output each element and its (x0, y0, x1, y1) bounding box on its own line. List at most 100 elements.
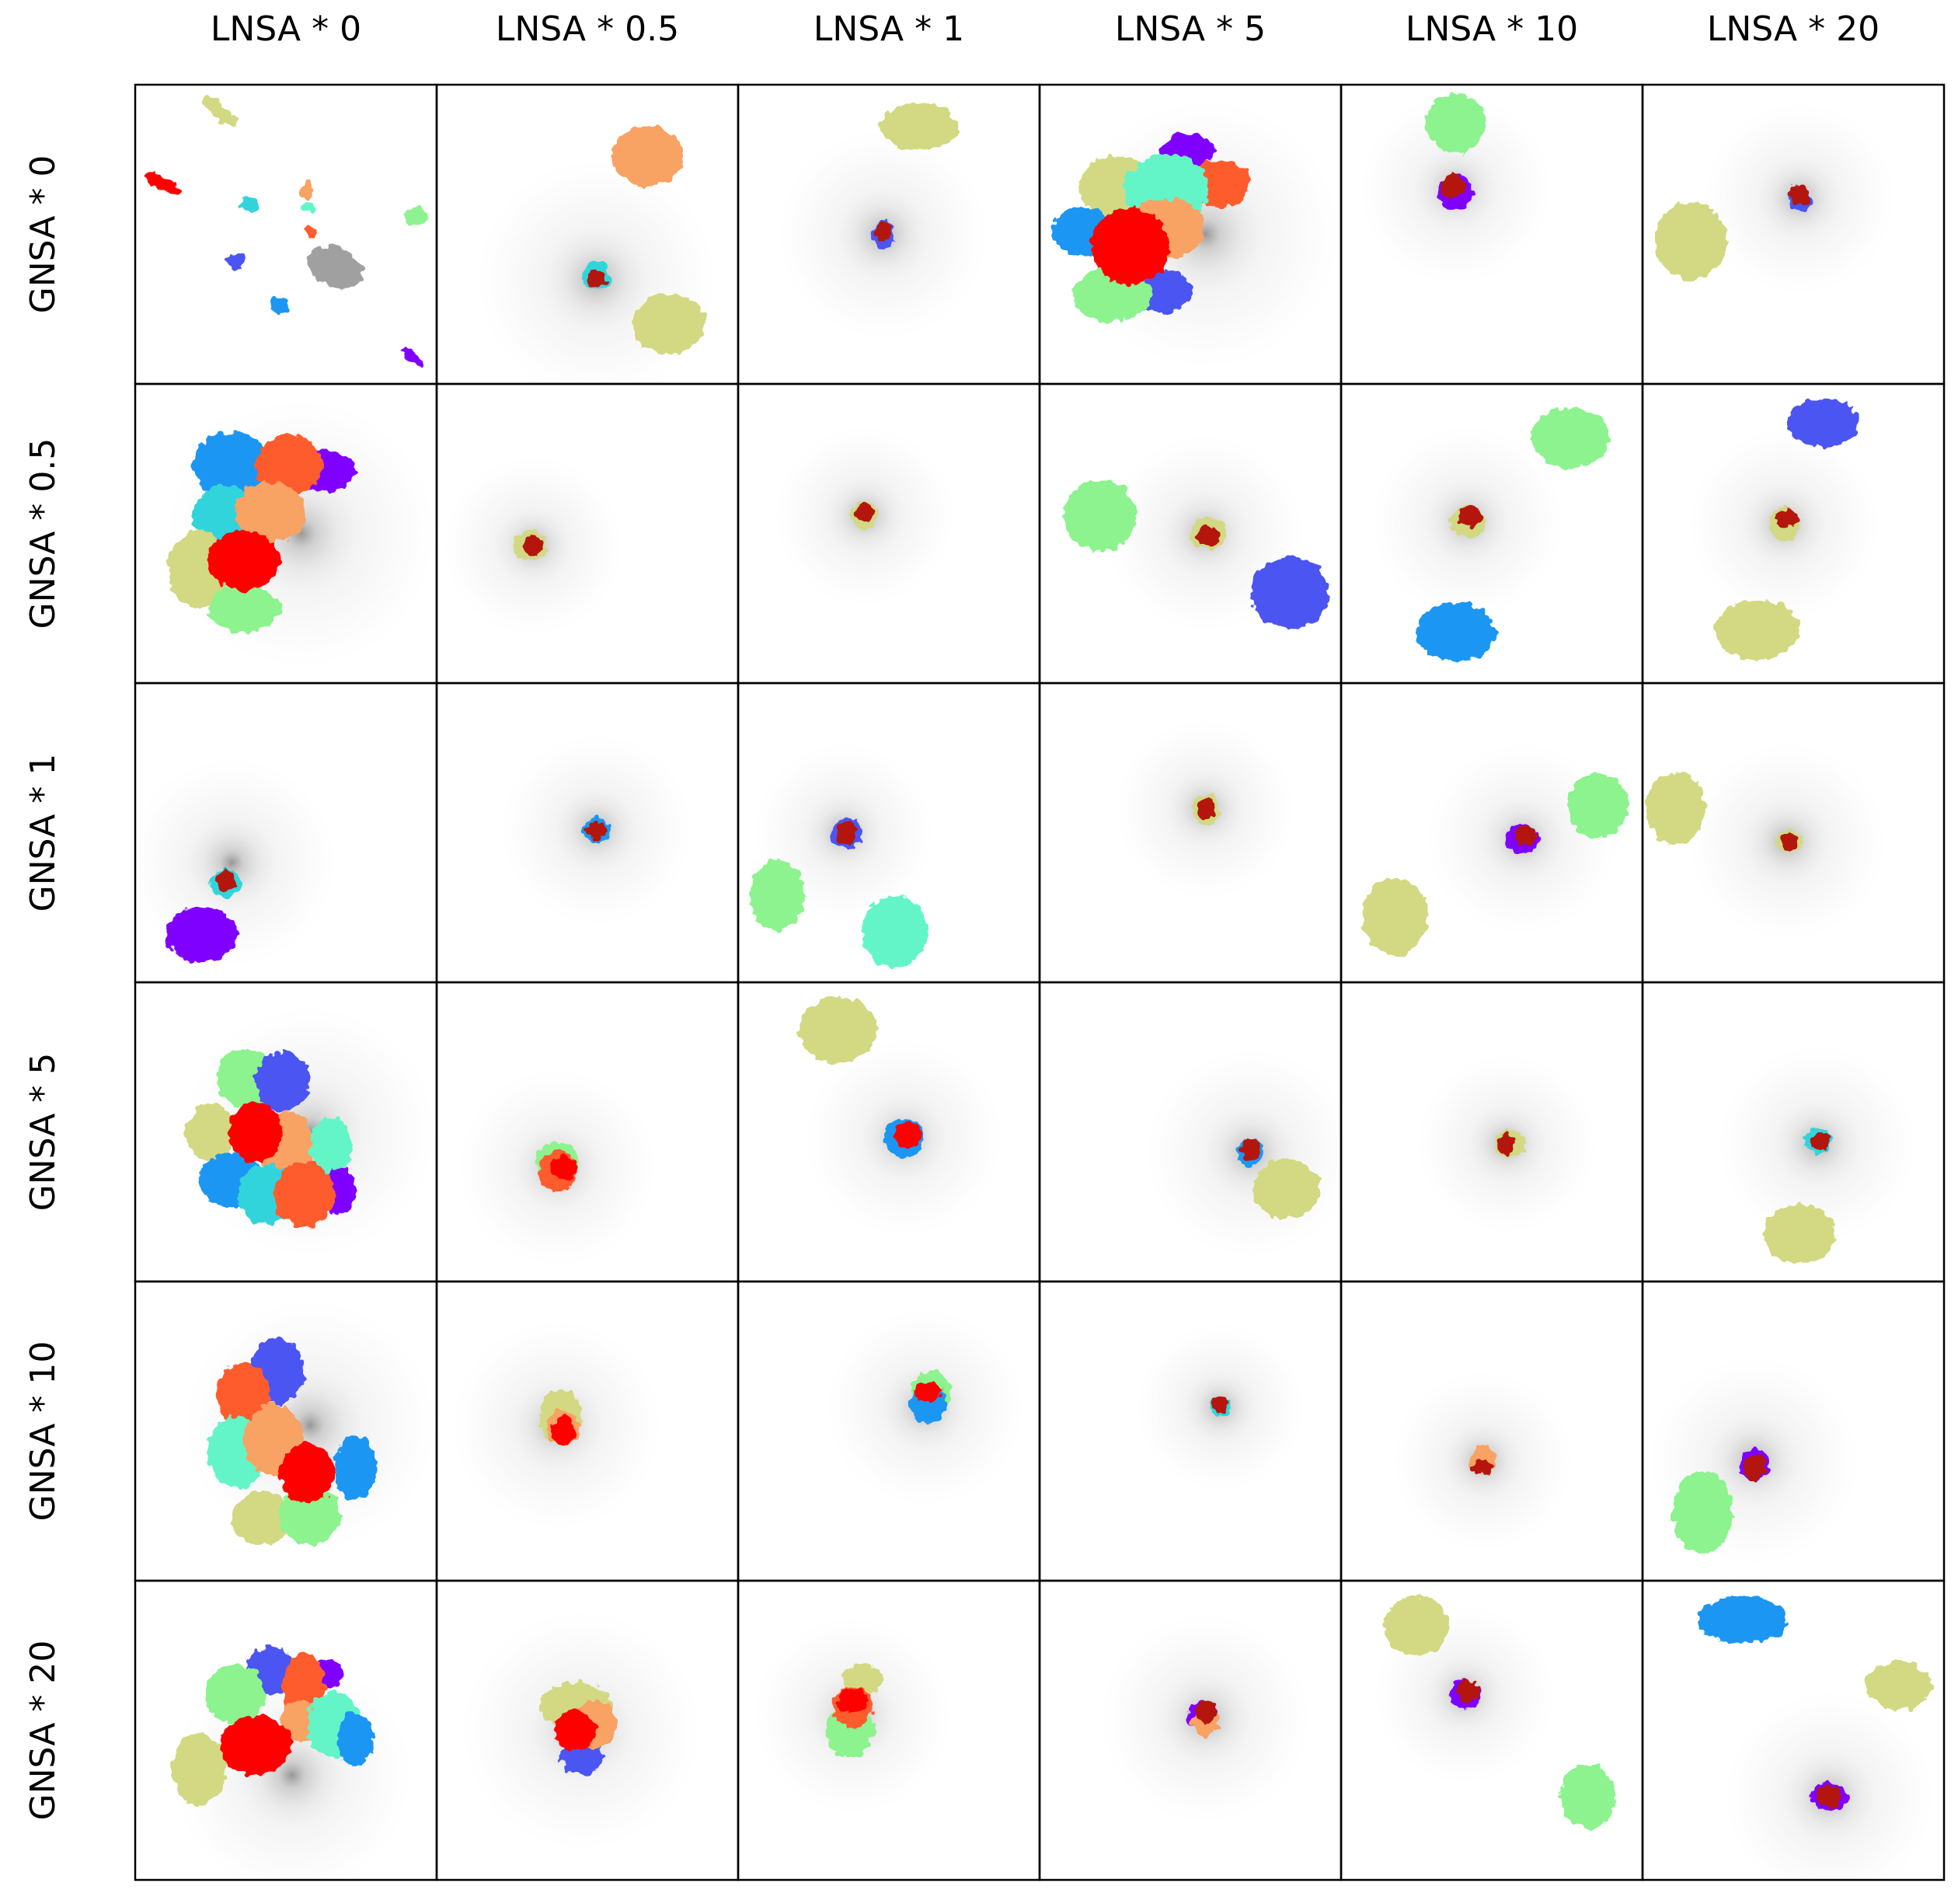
column-label: LNSA * 10 (1406, 9, 1578, 49)
cluster-olive (186, 1102, 235, 1162)
scatter-panel (1340, 83, 1644, 385)
scatter-panel (737, 382, 1041, 685)
cluster-darkred (1458, 504, 1483, 526)
cluster-olive (632, 294, 706, 354)
scatter-panel (1641, 382, 1946, 685)
cluster-olive (1715, 599, 1799, 660)
scatter-panel (435, 981, 740, 1283)
cluster-orange (235, 483, 308, 543)
cluster-vermilion (256, 434, 322, 495)
cluster-vermilion (305, 226, 316, 236)
cluster-red (554, 1709, 597, 1752)
cluster-darkred (1497, 1133, 1517, 1155)
cluster-red (551, 1416, 576, 1446)
cluster-darkred (1789, 184, 1810, 206)
cluster-blue (224, 253, 246, 269)
cluster-red (838, 1686, 868, 1714)
scatter-panel (1641, 83, 1946, 385)
cluster-darkred (1811, 1132, 1830, 1150)
cluster-azure (1696, 1595, 1788, 1644)
scatter-panel (435, 1579, 740, 1881)
cluster-red (914, 1381, 942, 1403)
cluster-olive (1763, 1203, 1836, 1264)
scatter-panel (737, 682, 1041, 984)
cluster-green (1561, 1763, 1616, 1829)
cluster-vermilion (273, 1162, 335, 1228)
column-label: LNSA * 0 (211, 9, 361, 49)
cluster-azure (334, 1434, 377, 1501)
cluster-orange (611, 126, 685, 187)
cluster-blue (1787, 399, 1860, 447)
cluster-red (228, 1102, 284, 1162)
column-label: LNSA * 0.5 (496, 9, 679, 49)
cluster-olive (880, 103, 959, 151)
cluster-darkred (1816, 1785, 1844, 1807)
cluster-darkred (214, 870, 236, 891)
row-label: GNSA * 1 (23, 754, 63, 912)
scatter-panel (1038, 682, 1343, 984)
cluster-green (1425, 93, 1486, 154)
cluster-darkred (1781, 831, 1799, 853)
cluster-darkred (1194, 1700, 1216, 1724)
row-labels: GNSA * 0 GNSA * 0.5 GNSA * 1 GNSA * 5 GNSA *… (23, 155, 63, 1821)
cluster-red (207, 530, 280, 591)
column-label: LNSA * 1 (814, 9, 964, 49)
scatter-panel (134, 83, 438, 385)
scatter-panel (737, 981, 1041, 1283)
cluster-olive (1383, 1595, 1450, 1656)
panel-frame (1641, 1579, 1946, 1881)
cluster-green (204, 1664, 265, 1724)
cluster-green (1531, 407, 1610, 468)
scatter-panel (134, 981, 438, 1283)
scatter-panel (134, 682, 438, 984)
panel-frame (134, 83, 438, 385)
scatter-panel (737, 83, 1041, 385)
row-label: GNSA * 0.5 (23, 438, 63, 629)
scatter-panel (1340, 1579, 1644, 1881)
row-label: GNSA * 10 (23, 1341, 63, 1522)
scatter-panel (1340, 1280, 1644, 1582)
cluster-red (893, 1121, 921, 1149)
scatter-panel (134, 382, 438, 685)
cluster-azure (192, 431, 271, 498)
row-label: GNSA * 5 (23, 1053, 63, 1212)
cluster-green (1672, 1470, 1733, 1554)
panel-grid (134, 83, 1946, 1881)
cluster-olive (1645, 772, 1706, 845)
cluster-darkred (873, 221, 892, 242)
cluster-darkred (1472, 1459, 1493, 1475)
cluster-darkred (1775, 509, 1799, 528)
halo-core (184, 814, 280, 911)
cluster-olive (1654, 201, 1727, 280)
cluster-green (1064, 479, 1137, 552)
column-label: LNSA * 5 (1115, 9, 1266, 49)
cluster-olive (1253, 1159, 1320, 1219)
cluster-purple (401, 345, 424, 368)
cluster-azure (270, 297, 289, 316)
cluster-darkred (855, 504, 874, 522)
cluster-darkred (1213, 1395, 1228, 1414)
row-label: GNSA * 20 (23, 1641, 63, 1821)
scatter-panel (1038, 1579, 1343, 1881)
scatter-panel (1340, 682, 1644, 984)
cluster-red (144, 173, 181, 194)
cluster-darkred (836, 821, 858, 845)
cluster-azure (1416, 602, 1495, 663)
cluster-darkred (522, 535, 544, 556)
cluster-darkred (586, 821, 608, 839)
cluster-red (280, 1442, 335, 1503)
cluster-green (207, 584, 280, 633)
cluster-aqua (862, 895, 928, 968)
scatter-panel (435, 382, 740, 685)
scatter-panel (1038, 1280, 1343, 1582)
cluster-olive (171, 1733, 226, 1805)
cluster-red (1090, 207, 1169, 285)
column-label: LNSA * 20 (1707, 9, 1880, 49)
cluster-darkred (1457, 1679, 1479, 1703)
scatter-panel (1038, 83, 1343, 385)
cluster-darkred (1196, 525, 1221, 547)
scatter-panel (1641, 1579, 1946, 1881)
cluster-darkred (1513, 825, 1538, 846)
scatter-panel (1641, 1280, 1946, 1582)
scatter-panel (737, 1579, 1041, 1881)
